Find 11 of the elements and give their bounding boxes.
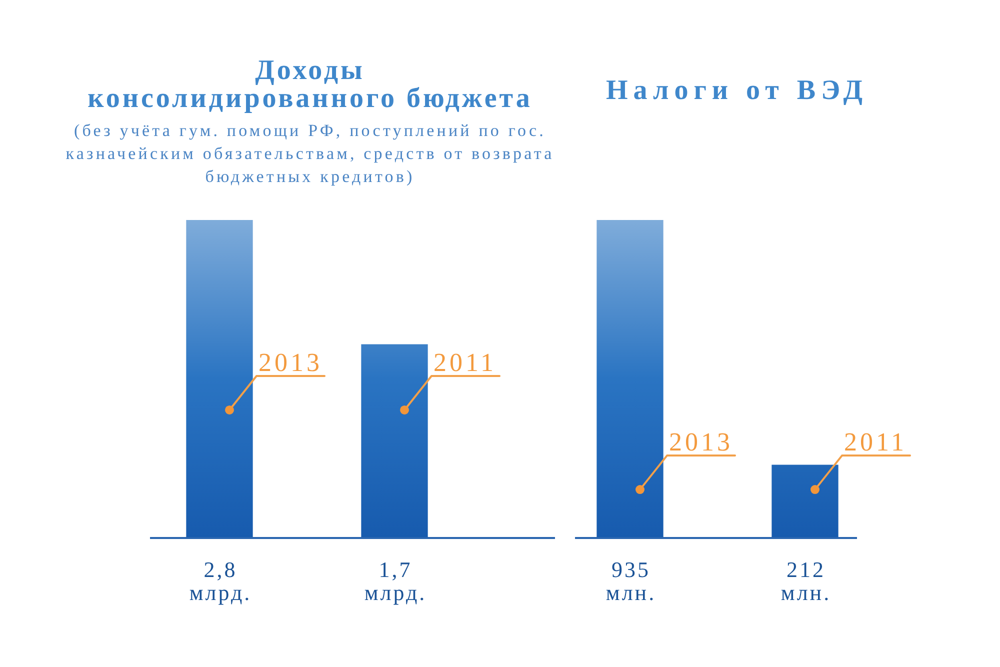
data-label: 212 млн. — [780, 557, 832, 605]
x-tick-label: 2013 — [258, 348, 322, 377]
chart-title: Доходы консолидированного бюджета — [88, 55, 532, 114]
x-tick-label: 2013 — [669, 428, 733, 457]
data-label: 1,7 млрд. — [364, 557, 427, 605]
x-tick-label: 2011 — [434, 348, 497, 377]
chart-subtitle: (без учёта гум. помощи РФ, поступлений по гос. казначейским обязательствам, средств от возврата бюджетных кредитов) — [64, 120, 556, 188]
chart-title: Налоги от ВЭД — [606, 75, 868, 106]
x-tick-label: 2011 — [844, 428, 908, 457]
data-label: 935 млн. — [606, 557, 656, 605]
data-label: 2,8 млрд. — [189, 557, 252, 605]
